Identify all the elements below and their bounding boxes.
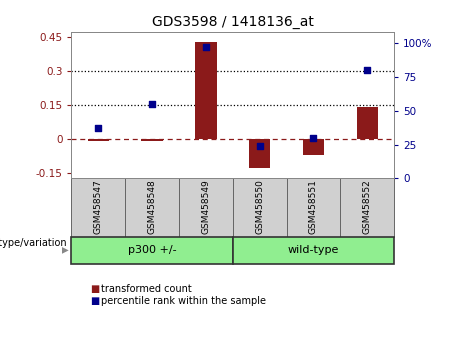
Text: GSM458549: GSM458549 [201,179,210,234]
Bar [195,42,217,139]
Bar [71,237,233,264]
Title: GDS3598 / 1418136_at: GDS3598 / 1418136_at [152,16,314,29]
Bar [303,139,324,155]
Text: wild-type: wild-type [288,245,339,255]
Point [148,101,156,107]
Text: GSM458550: GSM458550 [255,179,264,234]
Point [310,135,317,141]
Point [202,44,210,50]
Bar [340,178,394,237]
Bar [233,237,394,264]
Bar [356,107,378,139]
Bar [142,139,163,141]
Text: genotype/variation: genotype/variation [0,238,67,249]
Bar [249,139,271,168]
Bar [287,178,340,237]
Bar [125,178,179,237]
Bar [88,139,109,141]
Point [95,125,102,131]
Text: GSM458552: GSM458552 [363,179,372,234]
Point [256,143,263,149]
Bar [233,178,287,237]
Text: percentile rank within the sample: percentile rank within the sample [101,296,266,306]
Bar [71,178,125,237]
Point [364,67,371,73]
Text: GSM458547: GSM458547 [94,179,103,234]
Text: GSM458548: GSM458548 [148,179,157,234]
Text: p300 +/-: p300 +/- [128,245,177,255]
Text: GSM458551: GSM458551 [309,179,318,234]
Text: ■: ■ [90,296,99,306]
Text: transformed count: transformed count [101,284,192,293]
Bar [179,178,233,237]
Text: ■: ■ [90,284,99,293]
